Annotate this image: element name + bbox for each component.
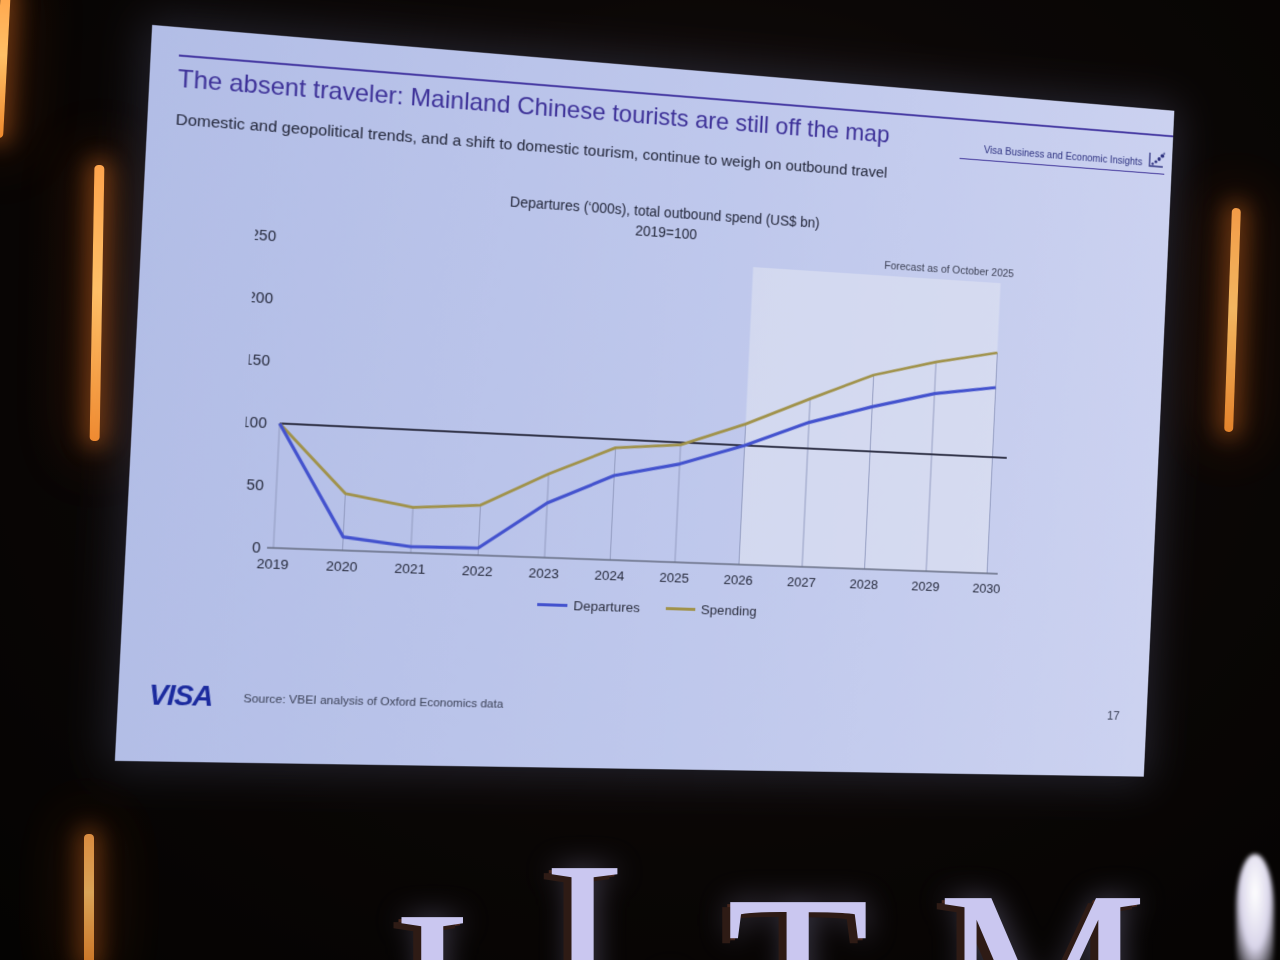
chart-svg: Forecast as of October 20250501001502002… [241, 227, 1015, 596]
y-tick-label: 250 [250, 227, 277, 245]
x-tick-label: 2019 [256, 556, 289, 572]
x-tick-label: 2026 [723, 572, 753, 588]
sign-letter-t: T [726, 860, 870, 960]
sign-letter-m: M [938, 856, 1147, 960]
x-tick-label: 2025 [659, 570, 690, 586]
y-tick-label: 150 [244, 352, 271, 370]
audience-head-highlight [1236, 854, 1274, 960]
legend-swatch [665, 607, 696, 611]
brand-block: Visa Business and Economic Insights [959, 136, 1166, 175]
stage-light-bottom-left [84, 834, 94, 960]
projected-slide: The absent traveler: Mainland Chinese to… [114, 24, 1175, 777]
legend-item: Departures [537, 597, 641, 616]
x-tick-label: 2023 [528, 565, 559, 581]
x-tick-label: 2022 [462, 563, 493, 579]
forecast-region [738, 267, 1001, 574]
stage-light-right [1224, 207, 1241, 433]
x-tick-label: 2024 [594, 568, 625, 584]
year-gridline [273, 423, 279, 548]
page-number: 17 [1106, 709, 1120, 723]
x-tick-label: 2030 [972, 581, 1001, 596]
legend-item: Spending [665, 601, 757, 619]
legend-swatch [537, 603, 568, 607]
x-tick-label: 2021 [394, 561, 426, 577]
legend-label: Spending [700, 602, 757, 619]
legend-label: Departures [573, 598, 641, 616]
y-tick-label: 50 [246, 477, 264, 494]
y-tick-label: 200 [247, 290, 274, 308]
year-gridline [610, 448, 615, 560]
visa-logo: VISA [147, 679, 214, 713]
year-gridline [343, 493, 346, 550]
stage-light-left [89, 164, 105, 442]
stage-light-top-left [0, 0, 11, 139]
y-tick-label: 0 [252, 540, 261, 557]
source-text: Source: VBEI analysis of Oxford Economic… [243, 692, 504, 711]
x-tick-label: 2020 [326, 558, 359, 574]
sign-letter-l: L [545, 813, 689, 960]
visa-insights-dots-icon [1147, 151, 1166, 170]
y-tick-label: 100 [241, 415, 268, 433]
x-tick-label: 2028 [849, 577, 878, 592]
year-gridline [545, 474, 549, 558]
brand-text: Visa Business and Economic Insights [983, 144, 1143, 169]
x-tick-label: 2029 [911, 579, 940, 594]
sign-letter-i: I [393, 875, 471, 960]
x-tick-label: 2027 [787, 574, 816, 590]
